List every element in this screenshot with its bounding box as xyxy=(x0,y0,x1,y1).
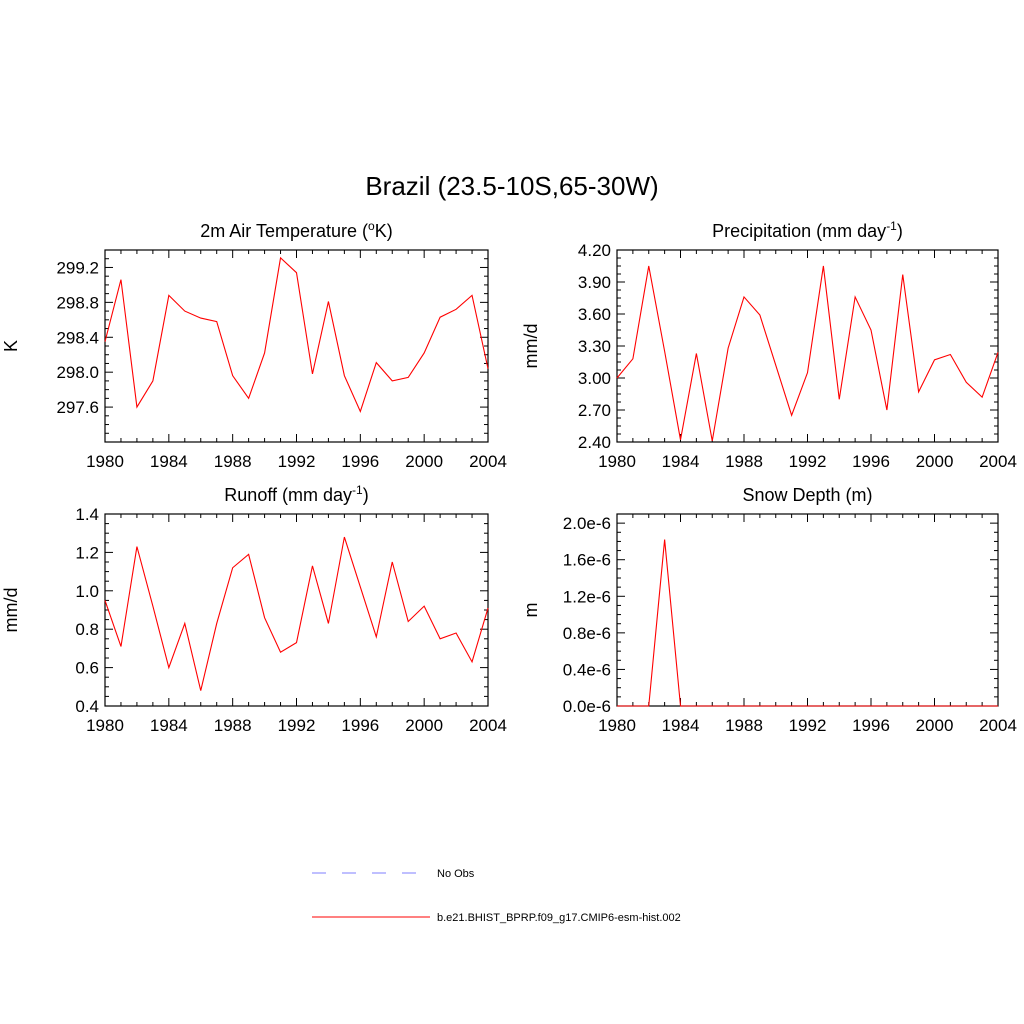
x-tick-label: 2000 xyxy=(405,716,443,735)
series-line-temperature xyxy=(104,256,489,413)
legend-no-obs-label: No Obs xyxy=(437,868,475,880)
y-tick-label: 299.2 xyxy=(56,258,99,277)
chart-runoff: 1980 1984 1988 1992 1996 2000 2004 0.4 0.6 0.8 1.0… xyxy=(1,483,507,735)
y-tick-label: 1.6e-6 xyxy=(563,551,611,570)
y-tick-label: 3.60 xyxy=(578,305,611,324)
y-tick-label: 1.0 xyxy=(75,582,99,601)
y-axis-label: K xyxy=(1,340,21,352)
y-tick-label: 1.2 xyxy=(75,543,99,562)
y-tick-label: 3.00 xyxy=(578,369,611,388)
x-tick-label: 1996 xyxy=(341,452,379,471)
y-tick-label: 298.0 xyxy=(56,363,99,382)
panel-title: 2m Air Temperature (oK) xyxy=(200,219,392,241)
x-tick-label: 1992 xyxy=(278,452,316,471)
panel-title-superscript: o xyxy=(368,219,375,233)
x-tick-label: 1996 xyxy=(852,452,890,471)
panel-title-text: 2m Air Temperature ( xyxy=(200,221,368,241)
chart-temperature: 1980 1984 1988 1992 1996 2000 2004 297.6 298.0 29… xyxy=(1,219,507,471)
y-axis-label: mm/d xyxy=(521,324,541,369)
panel-title-text: Runoff (mm day xyxy=(224,485,352,505)
panels-group: 1980 1984 1988 1992 1996 2000 2004 297.6 298.0 29… xyxy=(1,219,1017,735)
panel-title-superscript: -1 xyxy=(886,219,897,233)
panel-title-suffix: ) xyxy=(363,485,369,505)
x-tick-label: 1992 xyxy=(278,716,316,735)
figure-title: Brazil (23.5-10S,65-30W) xyxy=(365,171,658,201)
series-line-runoff xyxy=(104,536,489,691)
x-tick-label: 2004 xyxy=(469,452,507,471)
panel-title-superscript: -1 xyxy=(352,483,363,497)
y-tick-label: 0.4e-6 xyxy=(563,660,611,679)
x-tick-label: 2004 xyxy=(979,452,1017,471)
y-tick-label: 0.8e-6 xyxy=(563,624,611,643)
x-tick-label: 1984 xyxy=(150,716,188,735)
panel-title: Snow Depth (m) xyxy=(742,485,872,505)
y-tick-label: 2.70 xyxy=(578,401,611,420)
panel-title-suffix: K) xyxy=(375,221,393,241)
x-tick-label: 1984 xyxy=(150,452,188,471)
x-tick-label: 2004 xyxy=(979,716,1017,735)
series-line-precipitation xyxy=(616,265,999,442)
y-tick-label: 3.30 xyxy=(578,337,611,356)
x-tick-label: 1988 xyxy=(725,716,763,735)
x-tick-label: 2000 xyxy=(405,452,443,471)
x-tick-label: 1988 xyxy=(214,716,252,735)
y-tick-label: 3.90 xyxy=(578,273,611,292)
x-tick-label: 1988 xyxy=(214,452,252,471)
x-tick-label: 2000 xyxy=(916,452,954,471)
y-tick-label: 298.8 xyxy=(56,293,99,312)
x-tick-label: 1984 xyxy=(662,716,700,735)
chart-precipitation: 1980 1984 1988 1992 1996 2000 2004 2.40 2.70 3.00… xyxy=(521,219,1017,471)
y-tick-label: 2.0e-6 xyxy=(563,514,611,533)
y-tick-label: 0.4 xyxy=(75,697,99,716)
panel-title-text: Precipitation (mm day xyxy=(712,221,886,241)
chart-snow-depth: 1980 1984 1988 1992 1996 2000 2004 0.0e-6 0.4e-6… xyxy=(521,485,1017,735)
x-tick-label: 1996 xyxy=(852,716,890,735)
y-tick-label: 0.8 xyxy=(75,620,99,639)
y-tick-label: 1.4 xyxy=(75,505,99,524)
y-tick-label: 0.6 xyxy=(75,659,99,678)
y-axis-label: mm/d xyxy=(1,588,21,633)
x-tick-label: 1984 xyxy=(662,452,700,471)
y-tick-label: 298.4 xyxy=(56,328,99,347)
x-tick-label: 1988 xyxy=(725,452,763,471)
panel-title: Precipitation (mm day-1) xyxy=(712,219,903,241)
x-tick-label: 1992 xyxy=(789,716,827,735)
legend-model-label: b.e21.BHIST_BPRP.f09_g17.CMIP6-esm-hist.… xyxy=(437,912,681,924)
x-tick-label: 1980 xyxy=(598,452,636,471)
y-axis-label: m xyxy=(521,603,541,618)
x-tick-label: 2000 xyxy=(916,716,954,735)
panel-title-text: Snow Depth (m) xyxy=(742,485,872,505)
series-line-snow-depth xyxy=(617,539,998,707)
legend: No Obs b.e21.BHIST_BPRP.f09_g17.CMIP6-es… xyxy=(312,868,681,924)
x-tick-label: 2004 xyxy=(469,716,507,735)
y-tick-label: 1.2e-6 xyxy=(563,587,611,606)
x-tick-label: 1996 xyxy=(341,716,379,735)
x-tick-label: 1992 xyxy=(789,452,827,471)
y-tick-label: 297.6 xyxy=(56,398,99,417)
y-tick-label: 2.40 xyxy=(578,433,611,452)
y-tick-label: 4.20 xyxy=(578,241,611,260)
y-tick-label: 0.0e-6 xyxy=(563,697,611,716)
x-tick-label: 1980 xyxy=(86,452,124,471)
panel-title: Runoff (mm day-1) xyxy=(224,483,368,505)
panel-title-suffix: ) xyxy=(897,221,903,241)
x-tick-label: 1980 xyxy=(598,716,636,735)
x-tick-label: 1980 xyxy=(86,716,124,735)
